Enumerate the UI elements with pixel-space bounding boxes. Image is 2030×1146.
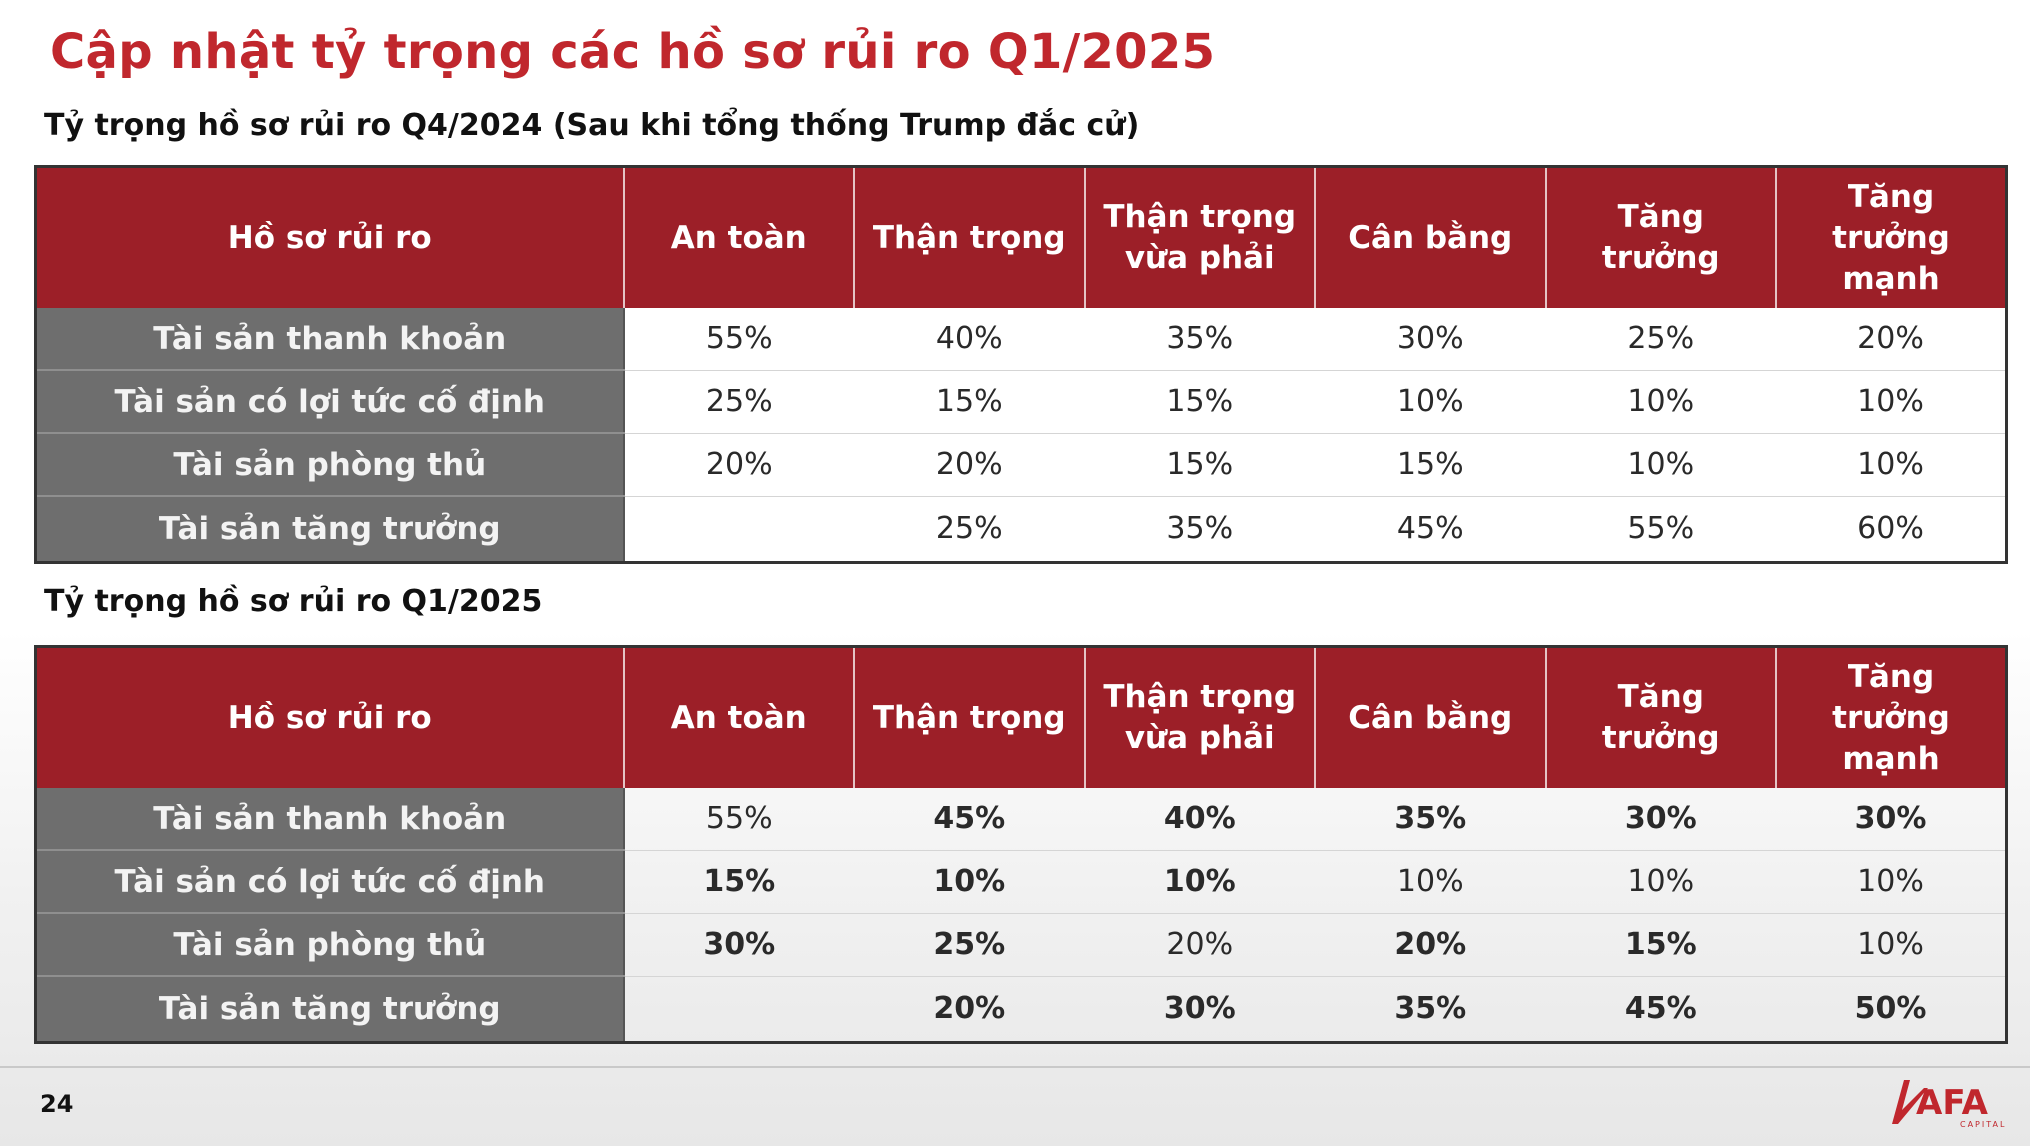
table-cell: 30% bbox=[1545, 788, 1776, 851]
column-header-3: Thận trọng vừa phải bbox=[1084, 646, 1316, 788]
table-cell: 10% bbox=[1315, 370, 1546, 434]
table-q4-2024-subtitle: Tỷ trọng hồ sơ rủi ro Q4/2024 (Sau khi t… bbox=[44, 108, 1140, 143]
row-label: Tài sản thanh khoản bbox=[35, 788, 625, 851]
table-row: Tài sản phòng thủ 20% 20% 15% 15% 10% 10% bbox=[35, 433, 2007, 497]
table-cell: 55% bbox=[623, 308, 854, 371]
table-cell: 15% bbox=[623, 850, 854, 914]
table-cell: 40% bbox=[854, 308, 1085, 371]
table-cell: 20% bbox=[1084, 913, 1315, 977]
risk-profile-table-q4-2024: Hồ sơ rủi ro An toàn Thận trọng Thận trọng … bbox=[34, 165, 2008, 564]
column-header-1: An toàn bbox=[623, 166, 855, 308]
table-cell: 55% bbox=[623, 788, 854, 851]
table-cell: 15% bbox=[1545, 913, 1776, 977]
table-cell: 45% bbox=[854, 788, 1085, 851]
table-cell: 20% bbox=[623, 433, 854, 497]
table-cell: 15% bbox=[1084, 370, 1315, 434]
column-header-4: Cân bằng bbox=[1315, 646, 1547, 788]
row-label: Tài sản có lợi tức cố định bbox=[35, 850, 625, 914]
column-header-3: Thận trọng vừa phải bbox=[1084, 166, 1316, 308]
table-cell: 30% bbox=[1163, 991, 1236, 1027]
table-cell: 40% bbox=[1084, 788, 1315, 851]
column-header-2: Thận trọng bbox=[854, 166, 1086, 308]
table-cell: 35% bbox=[1315, 788, 1546, 851]
column-header-5: Tăng trưởng bbox=[1545, 646, 1777, 788]
column-header-6: Tăng trưởng mạnh bbox=[1776, 646, 2007, 788]
table-cell: 10% bbox=[1776, 913, 2007, 977]
table-q1-2025-subtitle: Tỷ trọng hồ sơ rủi ro Q1/2025 bbox=[44, 584, 543, 619]
table-cell: 30% bbox=[623, 913, 854, 977]
column-header-2: Thận trọng bbox=[854, 646, 1086, 788]
table-cell: 35% bbox=[1166, 511, 1234, 547]
table-cell: 10% bbox=[854, 850, 1085, 914]
table-cell: 30% bbox=[1776, 788, 2007, 851]
column-header-4: Cân bằng bbox=[1315, 166, 1547, 308]
risk-profile-table-q1-2025: Hồ sơ rủi ro An toàn Thận trọng Thận trọng … bbox=[34, 645, 2008, 1044]
column-header-profile: Hồ sơ rủi ro bbox=[35, 646, 625, 788]
table-row: Tài sản có lợi tức cố định 25% 15% 15% 10% 10… bbox=[35, 370, 2007, 434]
table-cell: 10% bbox=[1545, 370, 1776, 434]
row-label: Tài sản phòng thủ bbox=[35, 913, 625, 977]
table-row: Tài sản thanh khoản 55% 45% 40% 35% 30% 30% bbox=[35, 788, 2007, 851]
table-cell: 15% bbox=[854, 370, 1085, 434]
row-label: Tài sản tăng trưởng bbox=[35, 976, 625, 1043]
table-cell: 10% bbox=[1545, 433, 1776, 497]
afa-capital-logo: AFA CAPITAL bbox=[1892, 1080, 2006, 1129]
table-cell: 45% bbox=[1396, 511, 1464, 547]
table-cell: 35% bbox=[1394, 991, 1467, 1027]
table-cell: 20% bbox=[1776, 308, 2007, 371]
table-cell: 45% bbox=[1624, 991, 1697, 1027]
row-label: Tài sản thanh khoản bbox=[35, 308, 625, 371]
table-row: Tài sản có lợi tức cố định 15% 10% 10% 10% 10… bbox=[35, 850, 2007, 914]
table-cell: 60% bbox=[1857, 511, 1924, 547]
table-cell: 55% bbox=[1627, 511, 1695, 547]
table-cell: 20% bbox=[933, 991, 1006, 1027]
table-header-row: Hồ sơ rủi ro An toàn Thận trọng Thận trọng … bbox=[35, 646, 2007, 788]
table-cell: 25% bbox=[623, 370, 854, 434]
table-cell: 30% bbox=[1315, 308, 1546, 371]
table-cell: 15% bbox=[1315, 433, 1546, 497]
footer-divider bbox=[0, 1066, 2030, 1068]
table-row: Tài sản tăng trưởng 25% 35% 45% 55% 60% bbox=[35, 496, 2007, 563]
page-title: Cập nhật tỷ trọng các hồ sơ rủi ro Q1/20… bbox=[50, 24, 1216, 80]
column-header-1: An toàn bbox=[623, 646, 855, 788]
table-cell: 10% bbox=[1315, 850, 1546, 914]
table-cell: 10% bbox=[1776, 850, 2007, 914]
table-cell: 50% bbox=[1854, 991, 1927, 1027]
table-cell: 10% bbox=[1545, 850, 1776, 914]
table-cell: 10% bbox=[1776, 433, 2007, 497]
table-cell: 15% bbox=[1084, 433, 1315, 497]
table-cell: 20% bbox=[854, 433, 1085, 497]
table-row: Tài sản tăng trưởng 20% 30% 35% 45% 50% bbox=[35, 976, 2007, 1043]
logo-mark-icon bbox=[1892, 1080, 1928, 1124]
table-header-row: Hồ sơ rủi ro An toàn Thận trọng Thận trọng … bbox=[35, 166, 2007, 308]
table-cell bbox=[624, 496, 855, 563]
row-label: Tài sản tăng trưởng bbox=[35, 496, 625, 563]
table-cell: 25% bbox=[854, 913, 1085, 977]
table-cell: 35% bbox=[1084, 308, 1315, 371]
logo-tagline: CAPITAL bbox=[1960, 1120, 2006, 1129]
column-header-6: Tăng trưởng mạnh bbox=[1776, 166, 2007, 308]
table-cell: 25% bbox=[935, 511, 1003, 547]
column-header-5: Tăng trưởng bbox=[1545, 166, 1777, 308]
table-cell: 20% bbox=[1315, 913, 1546, 977]
logo-wordmark: AFA bbox=[1916, 1083, 1989, 1123]
table-cell: 10% bbox=[1776, 370, 2007, 434]
table-cell: 10% bbox=[1084, 850, 1315, 914]
table-cell bbox=[624, 976, 855, 1043]
table-cell: 25% bbox=[1545, 308, 1776, 371]
row-label: Tài sản có lợi tức cố định bbox=[35, 370, 625, 434]
table-row: Tài sản thanh khoản 55% 40% 35% 30% 25% 20% bbox=[35, 308, 2007, 371]
column-header-profile: Hồ sơ rủi ro bbox=[35, 166, 625, 308]
table-row: Tài sản phòng thủ 30% 25% 20% 20% 15% 10% bbox=[35, 913, 2007, 977]
row-label: Tài sản phòng thủ bbox=[35, 433, 625, 497]
page-number: 24 bbox=[40, 1090, 74, 1118]
